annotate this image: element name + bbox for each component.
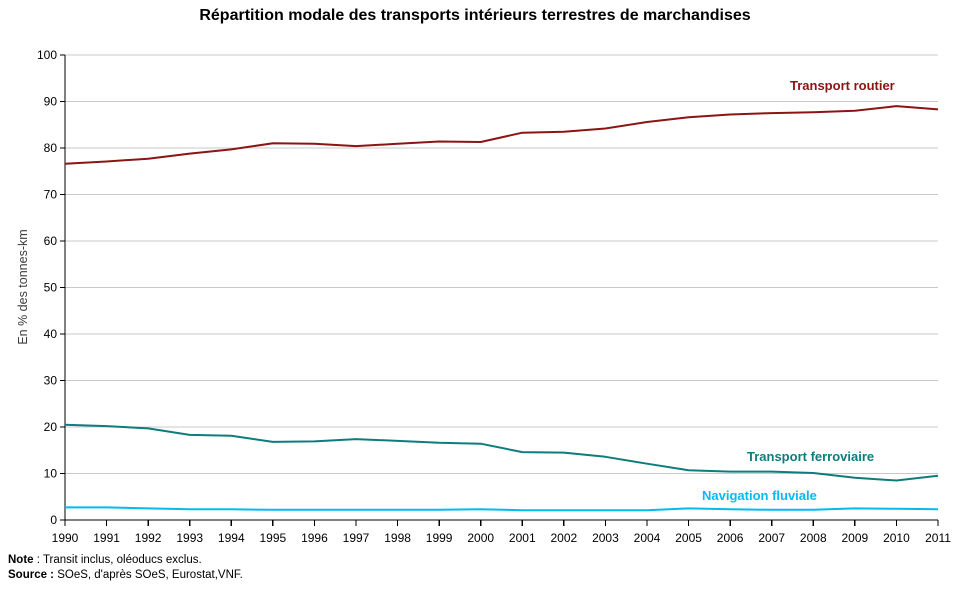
y-tick-label: 20: [44, 420, 58, 434]
series-label-transport-routier: Transport routier: [790, 78, 895, 93]
y-tick-label: 30: [44, 374, 58, 388]
x-tick-label: 1996: [301, 531, 328, 545]
x-tick-label: 1993: [176, 531, 203, 545]
y-tick-label: 40: [44, 327, 58, 341]
x-tick-label: 1995: [260, 531, 287, 545]
note-text: : Transit inclus, oléoducs exclus.: [33, 554, 202, 566]
series-line-rail: [64, 423, 939, 482]
chart-notes: Note : Transit inclus, oléoducs exclus. …: [8, 553, 243, 583]
series-label-transport-ferroviaire: Transport ferroviaire: [747, 449, 875, 464]
x-tick-label: 2005: [675, 531, 702, 545]
x-tick-label: 2002: [551, 531, 578, 545]
series-label-navigation-fluviale: Navigation fluviale: [702, 488, 817, 503]
x-tick-label: 2011: [925, 531, 951, 545]
x-tick-label: 1992: [135, 531, 162, 545]
y-tick-label: 0: [50, 513, 57, 527]
note-label: Note: [8, 554, 34, 566]
x-tick-label: 2003: [592, 531, 619, 545]
series-line-river: [65, 506, 939, 512]
chart-title: Répartition modale des transports intéri…: [199, 7, 751, 24]
x-tick-label: 2006: [717, 531, 744, 545]
x-tick-label: 1990: [52, 531, 79, 545]
x-tick-label: 1997: [343, 531, 370, 545]
y-tick-label: 100: [37, 48, 57, 62]
x-tick-label: 2000: [467, 531, 494, 545]
source-line: Source : SOeS, d'après SOeS, Eurostat,VN…: [8, 568, 243, 583]
x-tick-label: 1999: [426, 531, 453, 545]
x-tick-label: 2004: [634, 531, 661, 545]
x-tick-label: 1991: [93, 531, 120, 545]
x-tick-label: 2010: [883, 531, 910, 545]
y-tick-label: 50: [44, 281, 58, 295]
note-line: Note : Transit inclus, oléoducs exclus.: [8, 553, 243, 568]
x-tick-label: 2008: [800, 531, 827, 545]
y-tick-label: 10: [44, 467, 58, 481]
source-label: Source :: [8, 569, 55, 581]
x-tick-label: 2007: [758, 531, 785, 545]
x-tick-label: 1994: [218, 531, 245, 545]
x-tick-label: 2001: [509, 531, 536, 545]
y-tick-label: 90: [44, 95, 58, 109]
series-line-road: [64, 105, 939, 165]
y-tick-label: 80: [44, 141, 58, 155]
x-tick-label: 2009: [842, 531, 869, 545]
y-tick-label: 70: [44, 188, 58, 202]
source-text: SOeS, d'après SOeS, Eurostat,VNF.: [54, 569, 243, 581]
x-tick-label: 1998: [384, 531, 411, 545]
y-tick-label: 60: [44, 234, 58, 248]
